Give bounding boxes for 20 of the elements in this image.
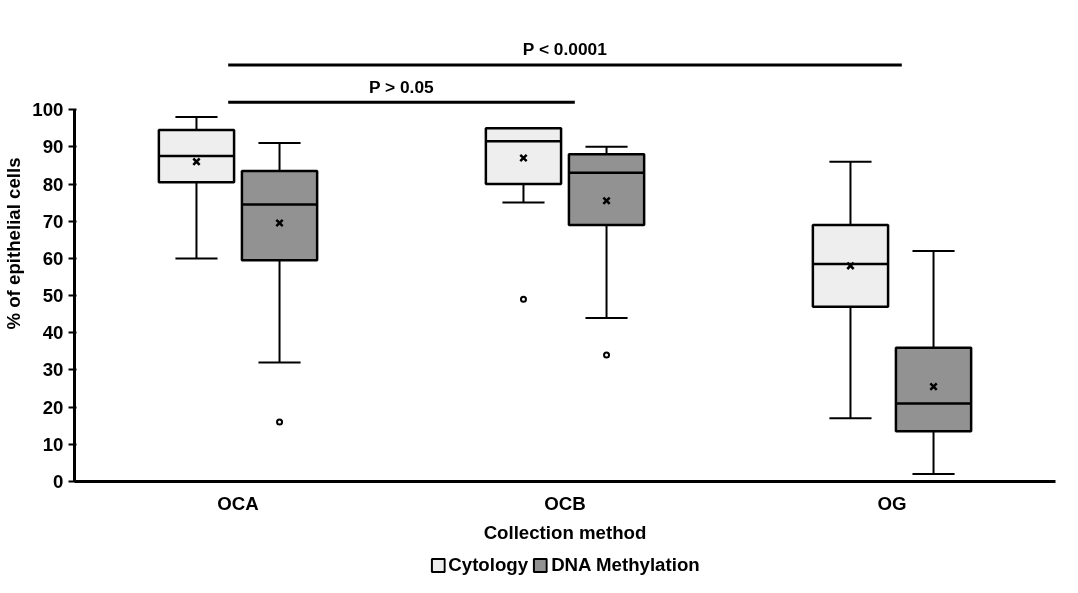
text: P < 0.0001 (522, 39, 608, 60)
y-tick-label: 90 (42, 136, 64, 158)
y-tick-label: 30 (42, 359, 64, 381)
y-tick-label: 40 (42, 322, 64, 344)
y-tick-label: 100 (32, 99, 64, 121)
y-axis-title: % of epithelial cells (3, 157, 25, 330)
y-tick-label: 10 (42, 433, 64, 455)
y-tick-label: 50 (42, 285, 64, 307)
legend-label: Cytology (448, 554, 529, 576)
y-tick-label: 20 (42, 396, 64, 418)
y-tick-label: 0 (53, 471, 64, 492)
x-tick-label: OCA (217, 492, 259, 514)
y-tick-label: 60 (42, 247, 64, 269)
y-tick-label: 70 (42, 210, 64, 232)
y-tick-label: 80 (42, 173, 64, 195)
x-axis-title: Collection method (483, 521, 647, 543)
text: P > 0.05 (368, 76, 435, 97)
x-tick-label: OCB (544, 492, 586, 514)
legend-label: DNA Methylation (551, 554, 700, 576)
x-tick-label: OG (877, 492, 907, 514)
